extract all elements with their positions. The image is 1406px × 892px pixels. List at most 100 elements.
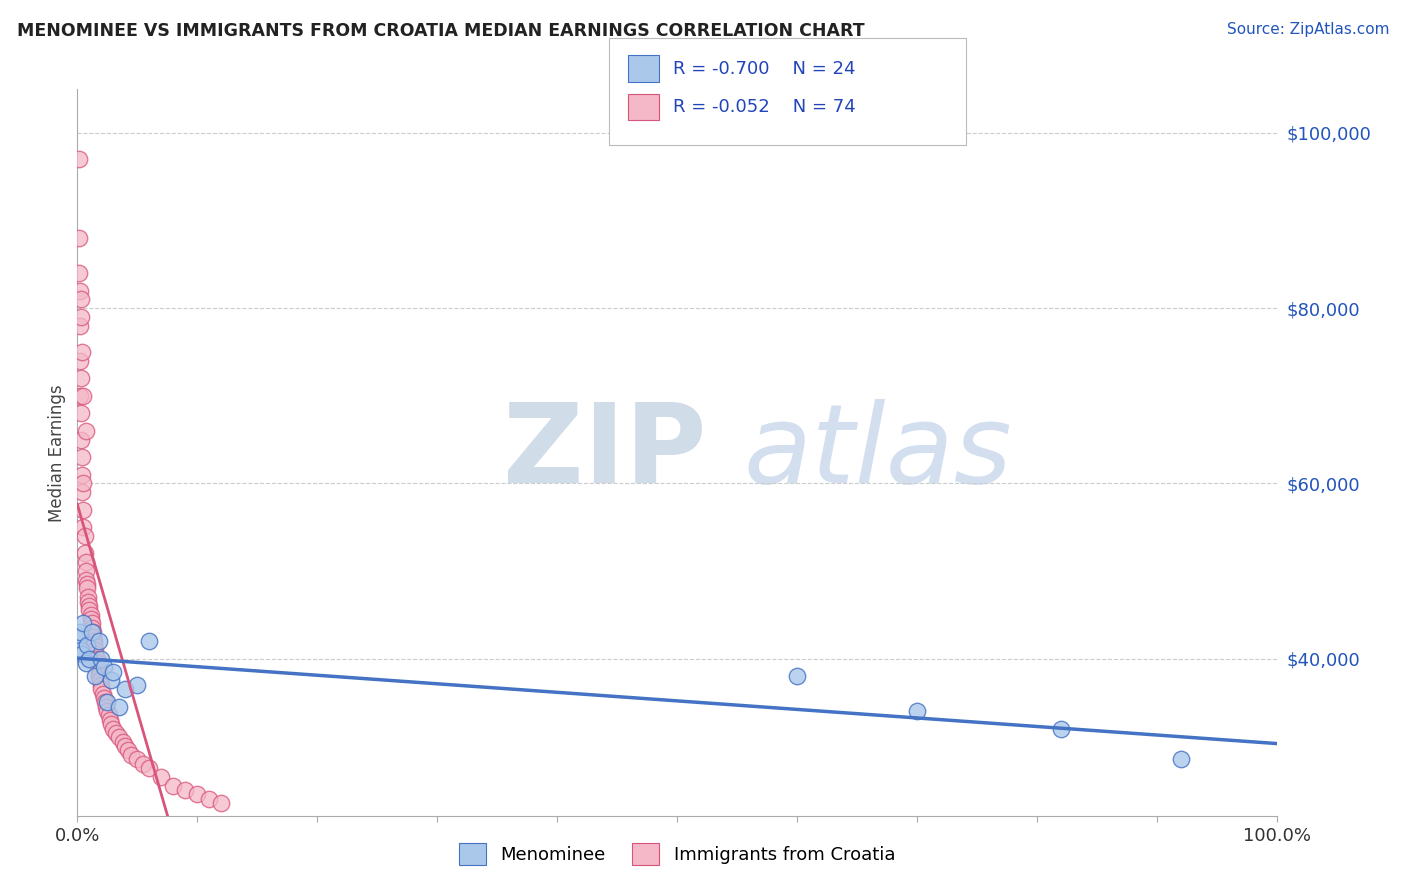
Point [67,231,90,245]
Text: R = -0.700    N = 24: R = -0.700 N = 24 [673,60,856,78]
Point [174,783,197,797]
Point [75,555,97,569]
Point [87,634,110,648]
Point [79,607,101,622]
Point [90,678,112,692]
Point [84,642,107,657]
Point [79,603,101,617]
Point [96,704,118,718]
Point [94,699,117,714]
Point [209,796,232,810]
Point [104,726,127,740]
Point [1049,722,1071,736]
Point [70,293,93,307]
Point [114,739,136,753]
Point [72,476,94,491]
Point [87,660,110,674]
Point [80,625,103,640]
Point [120,747,142,762]
Point [162,779,184,793]
Point [90,682,112,697]
Point [79,599,101,613]
Point [73,529,96,543]
Point [72,520,94,534]
Text: MENOMINEE VS IMMIGRANTS FROM CROATIA MEDIAN EARNINGS CORRELATION CHART: MENOMINEE VS IMMIGRANTS FROM CROATIA MED… [17,22,865,40]
Point [84,647,107,661]
Point [905,704,928,718]
Point [87,669,110,683]
Point [70,450,93,464]
Point [67,630,90,644]
Point [108,699,131,714]
Point [70,406,93,420]
Text: ZIP: ZIP [503,400,706,506]
Point [72,389,94,403]
Point [83,634,105,648]
Point [70,433,93,447]
Point [98,713,121,727]
Point [70,467,93,482]
Point [127,752,149,766]
Point [91,687,114,701]
Point [117,743,139,757]
Point [73,546,96,560]
Point [69,625,91,640]
Point [132,756,155,771]
Text: R = -0.052    N = 74: R = -0.052 N = 74 [673,98,856,116]
Point [75,573,97,587]
Point [70,485,93,500]
Point [198,791,221,805]
Point [94,695,117,709]
Point [76,639,98,653]
Point [108,731,131,745]
Point [76,577,98,591]
Point [75,564,97,578]
Point [83,639,105,653]
Point [150,770,173,784]
Point [87,665,110,679]
Point [69,389,91,403]
Point [93,660,115,674]
Point [1170,752,1192,766]
Point [100,673,122,688]
Point [786,669,808,683]
Point [82,625,104,640]
Point [77,594,100,608]
Point [70,310,93,324]
Point [79,651,101,665]
Point [114,682,136,697]
Y-axis label: Median Earnings: Median Earnings [48,384,66,522]
Point [97,708,120,723]
Point [70,371,93,385]
Point [70,642,93,657]
Point [75,424,97,438]
Point [96,695,118,709]
Point [72,502,94,516]
Point [77,591,100,605]
Legend: Menominee, Immigrants from Croatia: Menominee, Immigrants from Croatia [451,836,903,872]
Point [103,722,125,736]
Point [127,678,149,692]
Point [84,669,107,683]
Point [82,630,104,644]
Point [93,690,115,705]
Point [69,353,91,368]
Point [70,345,93,359]
Point [86,651,108,665]
Point [79,612,101,626]
Point [86,656,108,670]
Point [111,735,134,749]
Point [69,284,91,298]
Point [76,582,98,596]
Point [72,616,94,631]
Point [138,634,160,648]
Point [103,665,125,679]
Text: atlas: atlas [742,400,1011,506]
Point [69,318,91,333]
Point [186,787,208,801]
Point [90,651,112,665]
Point [70,647,93,661]
Point [138,761,160,775]
Point [80,616,103,631]
Point [75,656,97,670]
